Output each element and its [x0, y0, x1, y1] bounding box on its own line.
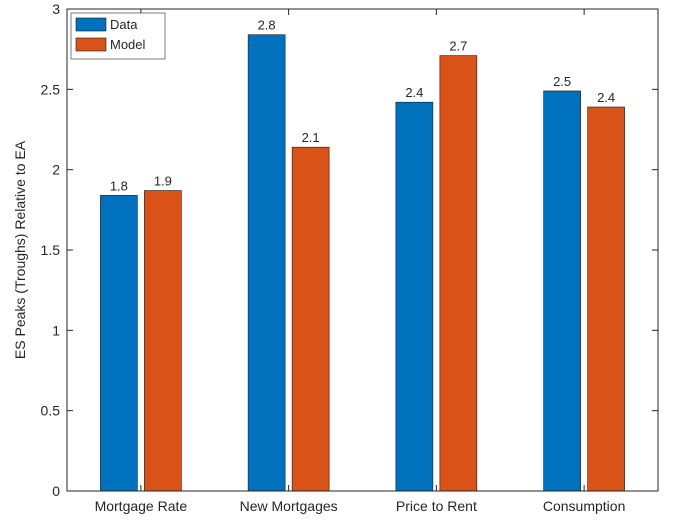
bar	[291, 146, 330, 492]
y-tick-label: 0.5	[41, 403, 61, 419]
value-label: 2.4	[597, 90, 615, 105]
y-tick-label: 1	[52, 322, 60, 338]
y-tick-label: 2	[52, 162, 60, 178]
x-tick-label: New Mortgages	[240, 498, 338, 514]
value-label: 2.8	[258, 18, 276, 33]
legend-label: Model	[110, 37, 146, 52]
bar	[395, 101, 434, 492]
legend-swatch	[75, 17, 107, 32]
x-tick-label: Mortgage Rate	[95, 498, 188, 514]
value-label: 1.8	[110, 178, 128, 193]
value-label: 2.7	[449, 39, 467, 54]
x-tick-label: Price to Rent	[396, 498, 477, 514]
axes-box	[66, 8, 659, 492]
legend-label: Data	[110, 17, 138, 32]
bar	[247, 34, 286, 492]
y-tick-label: 3	[52, 1, 60, 17]
value-label: 2.5	[553, 74, 571, 89]
y-tick-label: 1.5	[41, 242, 61, 258]
value-label: 2.1	[302, 130, 320, 145]
legend-swatch	[75, 37, 107, 52]
value-label: 1.9	[154, 174, 172, 189]
bar	[543, 90, 581, 492]
bar	[439, 55, 478, 492]
y-tick-label: 0	[52, 483, 60, 499]
y-tick-label: 2.5	[41, 81, 61, 97]
bar	[144, 190, 182, 492]
bar	[100, 195, 138, 492]
bar	[587, 106, 625, 492]
value-label: 2.4	[405, 85, 423, 100]
x-tick-label: Consumption	[543, 498, 626, 514]
y-axis-label: ES Peaks (Troughs) Relative to EA	[12, 140, 28, 359]
